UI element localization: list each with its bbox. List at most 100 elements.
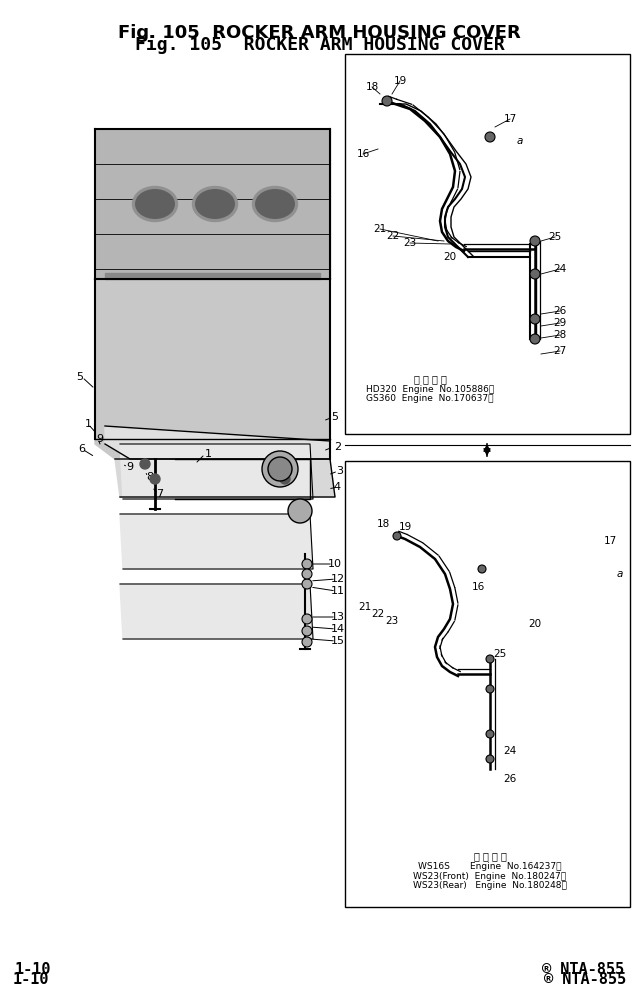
Circle shape <box>530 334 540 344</box>
Circle shape <box>275 459 285 469</box>
Bar <box>345 54 630 434</box>
Text: 3: 3 <box>337 466 344 476</box>
Text: 適 用 号 機: 適 用 号 機 <box>413 374 447 384</box>
Text: 2: 2 <box>334 442 342 452</box>
Ellipse shape <box>252 187 298 222</box>
Text: 21: 21 <box>373 224 387 234</box>
Text: 5: 5 <box>77 372 84 382</box>
Text: 8: 8 <box>146 472 153 482</box>
Text: 7: 7 <box>157 489 164 499</box>
Text: 25: 25 <box>548 232 562 242</box>
Text: 17: 17 <box>603 536 617 546</box>
Text: 12: 12 <box>331 574 345 584</box>
Polygon shape <box>120 444 313 499</box>
Text: 適 用 号 機: 適 用 号 機 <box>473 851 507 861</box>
Circle shape <box>530 314 540 324</box>
Circle shape <box>486 730 494 738</box>
Text: 16: 16 <box>472 582 484 592</box>
Text: 1: 1 <box>84 419 91 429</box>
Circle shape <box>382 96 392 106</box>
Text: 29: 29 <box>553 318 567 328</box>
Circle shape <box>288 499 312 523</box>
Circle shape <box>302 626 312 636</box>
Circle shape <box>302 569 312 579</box>
Polygon shape <box>115 459 335 497</box>
Circle shape <box>486 685 494 693</box>
Circle shape <box>302 559 312 569</box>
Circle shape <box>150 474 160 484</box>
Ellipse shape <box>132 187 178 222</box>
Text: 13: 13 <box>331 612 345 622</box>
Text: 16: 16 <box>357 149 369 159</box>
Text: 17: 17 <box>504 114 516 124</box>
Text: 24: 24 <box>553 264 567 274</box>
Text: 22: 22 <box>371 609 385 619</box>
Text: 21: 21 <box>358 602 372 612</box>
Text: ® NTA-855: ® NTA-855 <box>544 972 626 987</box>
Text: 9: 9 <box>96 434 104 444</box>
Circle shape <box>530 269 540 279</box>
Text: 20: 20 <box>528 619 542 629</box>
Circle shape <box>302 637 312 647</box>
Circle shape <box>140 459 150 469</box>
Polygon shape <box>105 426 330 459</box>
Circle shape <box>478 565 486 573</box>
Circle shape <box>262 451 298 487</box>
Text: 6: 6 <box>79 444 86 454</box>
Circle shape <box>268 457 292 481</box>
Text: 1-10: 1-10 <box>15 962 52 977</box>
Text: 22: 22 <box>387 231 399 241</box>
Text: 19: 19 <box>398 522 412 532</box>
Text: 23: 23 <box>385 616 399 626</box>
Text: ® NTA-855: ® NTA-855 <box>542 962 624 977</box>
Text: 14: 14 <box>331 624 345 634</box>
Text: 1-10: 1-10 <box>13 972 49 987</box>
Text: 18: 18 <box>376 519 390 529</box>
Text: 23: 23 <box>403 238 417 248</box>
Text: 1: 1 <box>204 449 212 459</box>
Text: WS23(Front)  Engine  No.180247～: WS23(Front) Engine No.180247～ <box>413 872 567 881</box>
Text: 5: 5 <box>332 412 339 422</box>
Polygon shape <box>120 584 313 639</box>
Text: 25: 25 <box>493 649 507 659</box>
Text: 4: 4 <box>334 482 341 492</box>
Polygon shape <box>95 279 330 459</box>
Polygon shape <box>95 129 330 279</box>
Text: a: a <box>617 569 623 579</box>
Text: a: a <box>517 136 523 146</box>
Text: 20: 20 <box>443 252 456 262</box>
Text: 18: 18 <box>366 82 379 92</box>
Text: 26: 26 <box>504 774 516 784</box>
Text: 19: 19 <box>394 76 406 86</box>
Ellipse shape <box>192 187 238 222</box>
Circle shape <box>302 579 312 589</box>
Text: Fig. 105  ROCKER ARM HOUSING COVER: Fig. 105 ROCKER ARM HOUSING COVER <box>118 24 520 42</box>
Text: Fig. 105  ROCKER ARM HOUSING COVER: Fig. 105 ROCKER ARM HOUSING COVER <box>135 35 504 54</box>
Circle shape <box>485 132 495 142</box>
Text: WS16S       Engine  No.164237～: WS16S Engine No.164237～ <box>419 862 562 871</box>
Text: 24: 24 <box>504 746 516 756</box>
Text: GS360  Engine  No.170637～: GS360 Engine No.170637～ <box>366 394 494 403</box>
Polygon shape <box>120 514 313 569</box>
Text: 15: 15 <box>331 636 345 646</box>
Text: 26: 26 <box>553 306 567 316</box>
Text: 10: 10 <box>328 559 342 569</box>
Text: 27: 27 <box>553 346 567 356</box>
Circle shape <box>280 474 290 484</box>
Circle shape <box>302 614 312 624</box>
Text: 11: 11 <box>331 586 345 596</box>
Circle shape <box>486 755 494 763</box>
Circle shape <box>486 655 494 663</box>
Polygon shape <box>105 273 320 279</box>
Ellipse shape <box>255 189 295 219</box>
Circle shape <box>393 532 401 540</box>
Ellipse shape <box>195 189 235 219</box>
Text: 28: 28 <box>553 330 567 340</box>
Text: WS23(Rear)   Engine  No.180248～: WS23(Rear) Engine No.180248～ <box>413 881 567 890</box>
Polygon shape <box>175 459 310 499</box>
Text: 9: 9 <box>127 462 134 472</box>
Text: HD320  Engine  No.105886～: HD320 Engine No.105886～ <box>366 385 494 394</box>
Bar <box>345 461 630 907</box>
Ellipse shape <box>135 189 175 219</box>
Circle shape <box>530 236 540 246</box>
